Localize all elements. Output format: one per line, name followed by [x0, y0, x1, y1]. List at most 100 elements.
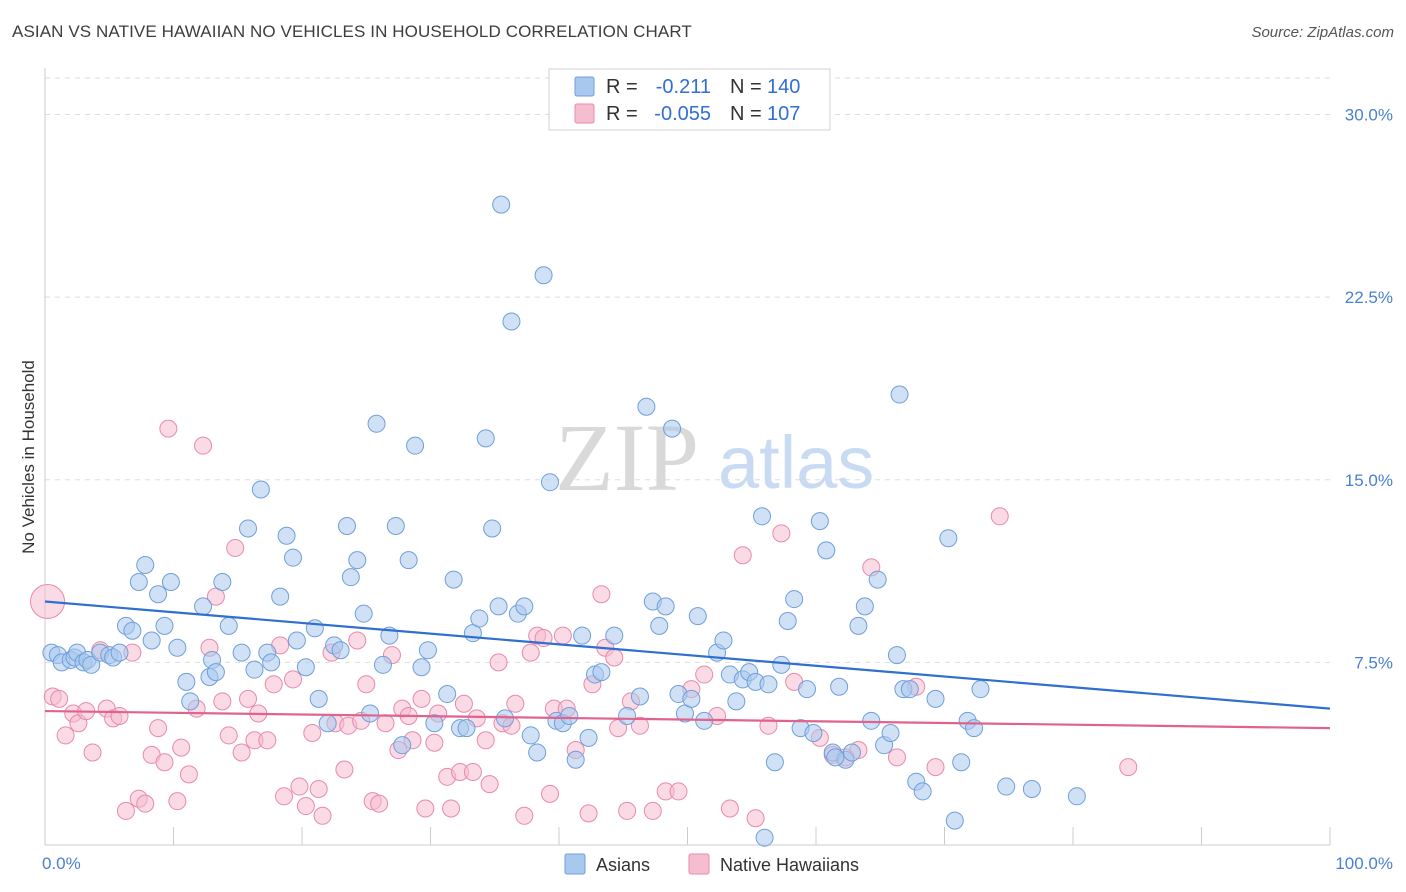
asian-point	[271, 587, 290, 606]
native-hawaiian-point	[194, 436, 213, 455]
legend-n-value-asians: 140	[767, 76, 800, 98]
native-hawaiian-point	[489, 653, 508, 672]
y-tick-label: 7.5%	[1354, 653, 1393, 672]
asian-point	[997, 777, 1016, 796]
asian-point	[945, 811, 964, 830]
asian-point	[534, 266, 553, 285]
native-hawaiian-point	[669, 782, 688, 801]
asian-point	[161, 573, 180, 592]
native-hawaiian-point	[335, 760, 354, 779]
y-tick-label: 30.0%	[1345, 106, 1393, 125]
asian-point	[528, 743, 547, 762]
native-hawaiian-point	[521, 643, 540, 662]
asian-point	[393, 736, 412, 755]
asian-point	[367, 414, 386, 433]
asian-point	[515, 597, 534, 616]
native-hawaiian-point	[309, 779, 328, 798]
asian-point	[123, 621, 142, 640]
asian-point	[521, 726, 540, 745]
series-asians	[42, 195, 1086, 847]
native-hawaiian-point	[579, 804, 598, 823]
native-hawaiian-point	[990, 507, 1009, 526]
asian-point	[309, 689, 328, 708]
asian-point	[492, 195, 511, 214]
asian-point	[361, 704, 380, 723]
legend-r-value-asians: -0.211	[656, 76, 711, 98]
grid-lines	[45, 77, 1330, 663]
native-hawaiian-point	[553, 626, 572, 645]
asian-point	[213, 573, 232, 592]
asian-point	[765, 753, 784, 772]
asian-point	[457, 719, 476, 738]
bottom-legend-label-native-hawaiians: Native Hawaiians	[720, 855, 859, 875]
asian-point	[842, 743, 861, 762]
asian-point	[412, 658, 431, 677]
asian-point	[418, 641, 437, 660]
bottom-legend-label-asians: Asians	[596, 855, 650, 875]
chart-source: Source: ZipAtlas.com	[1251, 24, 1394, 41]
asian-point	[772, 655, 791, 674]
native-hawaiian-point	[159, 419, 178, 438]
native-hawaiian-point	[926, 758, 945, 777]
asian-point	[318, 714, 337, 733]
native-hawaiian-point	[296, 797, 315, 816]
asian-point	[489, 597, 508, 616]
asian-point	[755, 828, 774, 847]
asian-point	[305, 619, 324, 638]
native-hawaiian-point	[116, 801, 135, 820]
native-hawaiian-point	[50, 689, 69, 708]
asian-point	[727, 692, 746, 711]
asian-point	[605, 626, 624, 645]
native-hawaiian-point	[213, 692, 232, 711]
asian-point	[354, 604, 373, 623]
x-tick-label: 0.0%	[42, 854, 81, 873]
asian-point	[887, 646, 906, 665]
native-hawaiian-point	[168, 792, 187, 811]
native-hawaiian-point	[313, 806, 332, 825]
native-hawaiian-point	[303, 723, 322, 742]
asian-point	[444, 570, 463, 589]
watermark-atlas: atlas	[718, 421, 874, 504]
native-hawaiian-point	[454, 694, 473, 713]
native-hawaiian-point	[592, 585, 611, 604]
asian-point	[262, 653, 281, 672]
native-hawaiian-point	[515, 806, 534, 825]
chart-title: ASIAN VS NATIVE HAWAIIAN NO VEHICLES IN …	[12, 22, 692, 41]
asian-point	[348, 551, 367, 570]
asian-point	[855, 597, 874, 616]
asian-point	[1067, 787, 1086, 806]
watermark-zip: ZIP	[555, 404, 699, 511]
native-hawaiian-point	[284, 670, 303, 689]
asian-point	[399, 551, 418, 570]
asian-point	[373, 655, 392, 674]
native-hawaiian-point	[733, 546, 752, 565]
asian-point	[219, 616, 238, 635]
asian-point	[331, 641, 350, 660]
asian-point	[890, 385, 909, 404]
asian-point	[810, 512, 829, 531]
asian-point	[682, 689, 701, 708]
watermark: ZIP atlas	[555, 404, 874, 511]
native-hawaiian-point	[226, 538, 245, 557]
asian-point	[470, 609, 489, 628]
native-hawaiian-point	[155, 753, 174, 772]
native-hawaiian-point	[357, 675, 376, 694]
asian-point	[406, 436, 425, 455]
asian-point	[206, 663, 225, 682]
native-hawaiian-point	[476, 731, 495, 750]
asian-point	[714, 631, 733, 650]
asian-point	[965, 719, 984, 738]
asian-point	[194, 597, 213, 616]
native-hawaiian-point	[56, 726, 75, 745]
legend-swatch-native-hawaiians	[574, 103, 595, 124]
asian-point	[110, 643, 129, 662]
y-tick-label: 22.5%	[1345, 288, 1393, 307]
asian-point	[656, 597, 675, 616]
asian-point	[650, 616, 669, 635]
bottom-legend-swatch-asians	[564, 853, 586, 875]
asian-point	[849, 616, 868, 635]
asian-point	[438, 685, 457, 704]
asian-point	[232, 643, 251, 662]
asian-point	[830, 677, 849, 696]
native-hawaiian-point	[258, 731, 277, 750]
